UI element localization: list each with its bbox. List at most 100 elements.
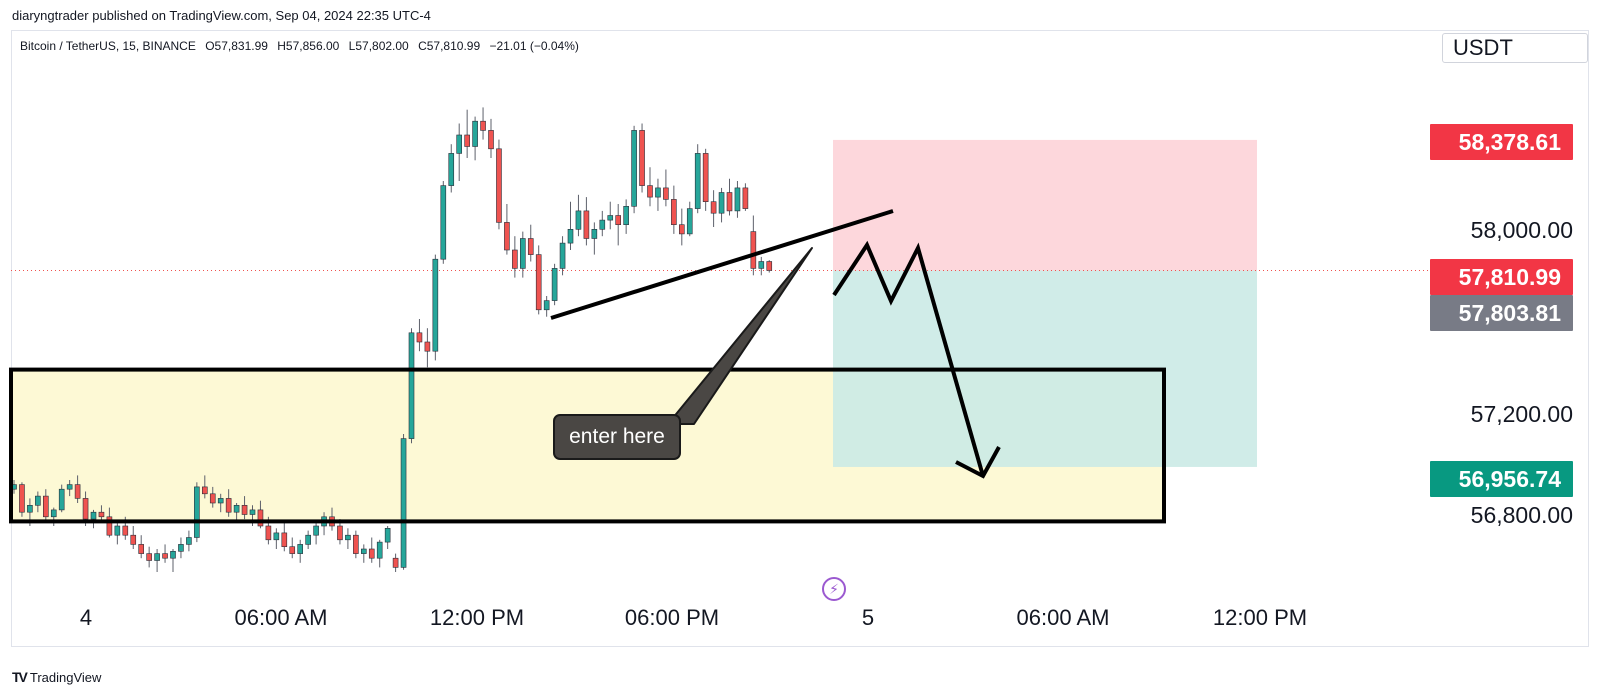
candle-body: [750, 231, 757, 269]
candle-body: [766, 261, 773, 271]
time-axis-label: 06:00 PM: [624, 605, 720, 630]
price-axis-label: 58,000.00: [1470, 217, 1573, 243]
candle-body: [607, 215, 614, 221]
candle-body: [209, 493, 216, 504]
candle-body: [138, 544, 144, 554]
candle-body: [686, 208, 693, 235]
candle-body: [472, 120, 478, 147]
lightning-icon[interactable]: ⚡: [822, 577, 846, 601]
time-axis-label: 5: [861, 605, 875, 630]
candle-body: [392, 557, 399, 568]
candle-body: [98, 511, 105, 518]
candle-body: [671, 199, 677, 225]
candle-body: [551, 268, 558, 301]
candle-body: [305, 534, 311, 545]
candle-body: [599, 219, 606, 230]
candle-body: [512, 249, 518, 269]
candle-body: [217, 498, 224, 504]
candle-body: [448, 153, 455, 186]
time-axis-label: 06:00 AM: [1016, 605, 1110, 630]
candle-body: [456, 134, 463, 154]
target-price-tag: 56,956.74: [1430, 461, 1573, 497]
ohlc-open: O57,831.99: [205, 39, 268, 53]
candle-body: [289, 546, 296, 554]
candle-body: [42, 495, 49, 518]
candle-body: [233, 504, 240, 513]
candle-body: [480, 120, 486, 131]
candle-body: [694, 153, 701, 209]
candle-body: [678, 224, 685, 235]
callout-pointer: [667, 247, 813, 425]
candle-body: [655, 187, 661, 198]
candle-body: [623, 206, 629, 226]
candle-body: [583, 210, 590, 239]
candle-body: [734, 187, 741, 212]
candle-body: [337, 525, 343, 541]
candle-body: [504, 222, 510, 251]
candle-body: [249, 509, 256, 515]
tradingview-logo[interactable]: TV TradingView: [12, 669, 101, 685]
tradingview-logo-icon: TV: [12, 669, 28, 685]
trendline: [550, 209, 894, 320]
ohlc-change: −21.01 (−0.04%): [489, 39, 579, 53]
candle-body: [400, 438, 407, 568]
ohlc-low: L57,802.00: [348, 39, 409, 53]
candle-body: [297, 544, 304, 554]
candle-body: [273, 532, 280, 541]
candle-body: [353, 534, 359, 554]
candle-body: [631, 130, 637, 207]
candle-body: [122, 525, 129, 536]
time-axis-label: 06:00 AM: [234, 605, 328, 630]
candle-body: [58, 488, 65, 511]
price-axis-label: 57,200.00: [1470, 401, 1573, 427]
candle-body: [591, 229, 598, 239]
candle-body: [527, 238, 534, 255]
projected-path: [832, 240, 985, 477]
candle-body: [567, 229, 574, 244]
candle-body: [27, 504, 33, 513]
candle-body: [742, 187, 749, 209]
candle-body: [424, 341, 431, 352]
tradingview-logo-text: TradingView: [29, 669, 102, 685]
candle-body: [90, 511, 97, 520]
symbol-legend: Bitcoin / TetherUS, 15, BINANCE O57,831.…: [20, 39, 585, 53]
candle-body: [35, 495, 41, 506]
candle-body: [663, 187, 669, 200]
candle-body: [535, 254, 542, 311]
candle-body: [257, 509, 264, 527]
candle-body: [440, 185, 447, 260]
candle-body: [345, 534, 351, 541]
candle-body: [281, 532, 288, 548]
ohlc-close: C57,810.99: [418, 39, 481, 53]
ohlc-high: H57,856.00: [277, 39, 340, 53]
candle-body: [543, 300, 550, 311]
candle-body: [265, 525, 272, 541]
candle-body: [106, 516, 113, 536]
candle-body: [50, 509, 57, 518]
projection-arrow-head: [955, 446, 1001, 479]
candle-body: [114, 525, 121, 536]
candle-body: [74, 484, 81, 499]
bid-price-tag: 57,803.81: [1430, 295, 1573, 331]
candle-body: [194, 486, 200, 538]
candle-body: [82, 498, 89, 520]
publisher-line: diaryngtrader published on TradingView.c…: [12, 8, 431, 23]
currency-selector[interactable]: USDT: [1442, 33, 1588, 63]
enter-here-callout[interactable]: enter here: [553, 414, 681, 460]
candle-body: [758, 261, 765, 269]
candle-body: [66, 484, 73, 490]
candle-body: [559, 242, 566, 269]
candle-body: [19, 484, 25, 513]
candle-body: [162, 553, 168, 559]
time-axis-label: 4: [79, 605, 93, 630]
candle-body: [241, 504, 248, 515]
candle-body: [130, 534, 137, 545]
candle-body: [178, 544, 184, 552]
candle-body: [202, 486, 208, 495]
candle-body: [376, 541, 383, 559]
candle-body: [432, 258, 439, 352]
chart-frame: [11, 30, 1589, 647]
candle-body: [313, 525, 319, 536]
candle-body: [170, 550, 176, 559]
